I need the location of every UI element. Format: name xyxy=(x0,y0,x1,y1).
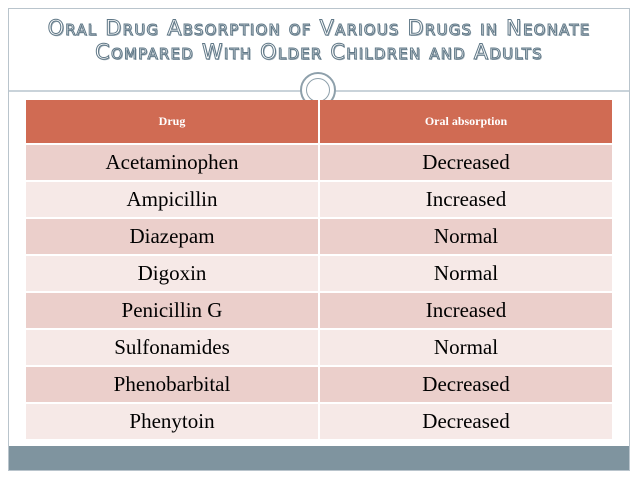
table-row: Digoxin Normal xyxy=(26,254,612,292)
drug-cell: Phenytoin xyxy=(26,402,319,439)
table-row: Sulfonamides Normal xyxy=(26,328,612,366)
absorption-cell: Decreased xyxy=(318,402,612,439)
absorption-cell: Normal xyxy=(318,328,612,366)
absorption-cell: Decreased xyxy=(318,365,612,403)
absorption-cell: Normal xyxy=(318,254,612,292)
absorption-cell: Decreased xyxy=(318,143,612,181)
drug-cell: Ampicillin xyxy=(26,180,319,218)
table-row: Penicillin G Increased xyxy=(26,291,612,329)
header-drug: Drug xyxy=(26,100,319,144)
drug-cell: Acetaminophen xyxy=(26,143,319,181)
drug-cell: Sulfonamides xyxy=(26,328,319,366)
drug-cell: Penicillin G xyxy=(26,291,319,329)
table-header-row: Drug Oral absorption xyxy=(26,100,612,144)
drug-cell: Phenobarbital xyxy=(26,365,319,403)
drug-cell: Digoxin xyxy=(26,254,319,292)
table-row: Acetaminophen Decreased xyxy=(26,143,612,181)
header-oral-absorption: Oral absorption xyxy=(318,100,612,144)
table-row: Ampicillin Increased xyxy=(26,180,612,218)
table-row: Phenobarbital Decreased xyxy=(26,365,612,403)
drug-table-container: Drug Oral absorption Acetaminophen Decre… xyxy=(26,100,612,439)
table-row: Phenytoin Decreased xyxy=(26,402,612,439)
absorption-cell: Increased xyxy=(318,180,612,218)
drug-absorption-table: Drug Oral absorption Acetaminophen Decre… xyxy=(26,100,612,439)
drug-cell: Diazepam xyxy=(26,217,319,255)
absorption-cell: Increased xyxy=(318,291,612,329)
table-row: Diazepam Normal xyxy=(26,217,612,255)
footer-bar xyxy=(9,446,629,470)
absorption-cell: Normal xyxy=(318,217,612,255)
slide-title: Oral Drug Absorption of Various Drugs in… xyxy=(47,16,591,65)
